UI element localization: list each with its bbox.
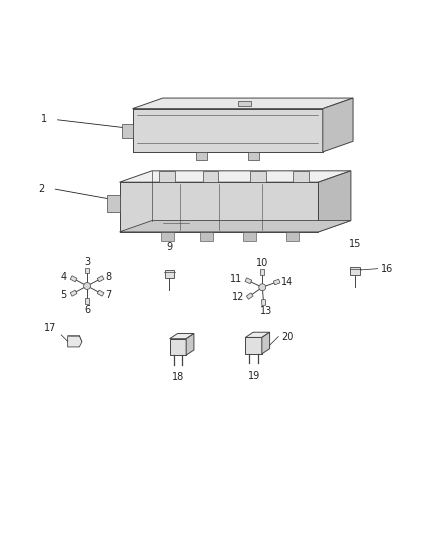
Text: 20: 20 — [282, 332, 294, 342]
Polygon shape — [243, 232, 256, 240]
Polygon shape — [85, 298, 89, 304]
Text: 6: 6 — [84, 305, 90, 315]
Polygon shape — [318, 171, 351, 232]
Polygon shape — [67, 336, 82, 347]
Polygon shape — [323, 98, 353, 152]
Polygon shape — [165, 270, 174, 278]
Text: 4: 4 — [60, 272, 67, 282]
Text: 5: 5 — [60, 289, 67, 300]
Text: 8: 8 — [106, 272, 112, 282]
Text: 13: 13 — [260, 306, 272, 316]
Polygon shape — [120, 182, 318, 232]
Text: 9: 9 — [166, 242, 172, 252]
Polygon shape — [70, 290, 77, 296]
Text: 14: 14 — [281, 277, 293, 287]
Circle shape — [84, 282, 91, 289]
Text: 15: 15 — [349, 239, 361, 249]
Polygon shape — [133, 109, 323, 152]
Text: 11: 11 — [230, 274, 242, 285]
Text: 12: 12 — [232, 292, 245, 302]
Polygon shape — [238, 101, 251, 106]
Polygon shape — [200, 232, 212, 240]
Polygon shape — [133, 98, 353, 109]
Polygon shape — [262, 332, 270, 354]
Polygon shape — [122, 124, 133, 138]
Polygon shape — [170, 338, 186, 355]
Text: 7: 7 — [106, 289, 112, 300]
Text: 10: 10 — [256, 259, 268, 269]
Polygon shape — [248, 152, 259, 160]
Polygon shape — [97, 276, 104, 282]
Polygon shape — [245, 337, 262, 354]
Polygon shape — [260, 269, 264, 274]
Polygon shape — [293, 172, 309, 182]
Polygon shape — [120, 171, 351, 182]
Polygon shape — [261, 300, 266, 305]
Text: 2: 2 — [39, 184, 45, 193]
Polygon shape — [85, 268, 89, 273]
Text: 16: 16 — [381, 264, 393, 273]
Polygon shape — [186, 334, 194, 355]
Polygon shape — [202, 172, 218, 182]
Polygon shape — [159, 172, 175, 182]
Polygon shape — [196, 152, 207, 160]
Text: 17: 17 — [44, 322, 57, 333]
Polygon shape — [170, 334, 194, 338]
Polygon shape — [120, 221, 351, 232]
Polygon shape — [97, 290, 104, 296]
Polygon shape — [106, 195, 120, 213]
Polygon shape — [250, 172, 266, 182]
Polygon shape — [246, 293, 253, 299]
Polygon shape — [245, 332, 270, 337]
Text: 19: 19 — [247, 371, 260, 381]
Circle shape — [259, 284, 266, 290]
Polygon shape — [286, 232, 299, 240]
Polygon shape — [350, 266, 360, 275]
Polygon shape — [273, 279, 280, 285]
Polygon shape — [70, 276, 77, 282]
Text: 3: 3 — [84, 257, 90, 267]
Polygon shape — [161, 232, 173, 240]
Text: 18: 18 — [172, 373, 184, 383]
Text: 1: 1 — [41, 115, 47, 125]
Polygon shape — [245, 278, 252, 284]
